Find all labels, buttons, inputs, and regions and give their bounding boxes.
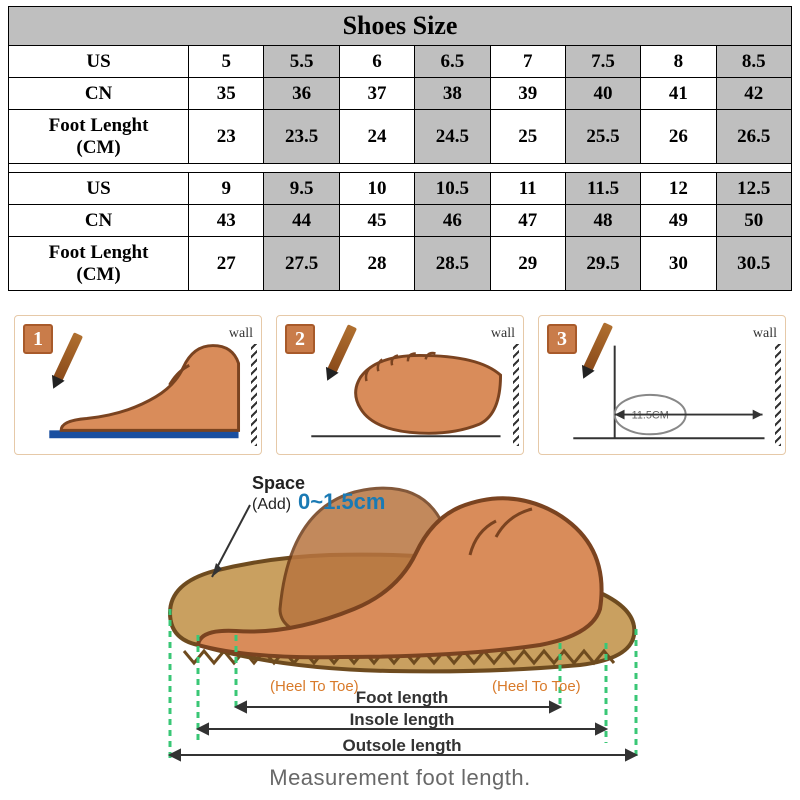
cell: 10.5	[415, 173, 490, 205]
row-label: US	[9, 46, 189, 78]
cell: 8.5	[716, 46, 791, 78]
cell: 7.5	[565, 46, 640, 78]
row-label: CN	[9, 78, 189, 110]
cell: 12	[641, 173, 716, 205]
row-footlen-2: Foot Lenght(CM) 27 27.5 28 28.5 29 29.5 …	[9, 237, 792, 291]
cell: 26.5	[716, 110, 791, 164]
cell: 30.5	[716, 237, 791, 291]
measure-icon: 11.5CM	[539, 316, 785, 454]
cell: 45	[339, 205, 414, 237]
cell: 30	[641, 237, 716, 291]
cell: 44	[264, 205, 339, 237]
row-cn-1: CN 35 36 37 38 39 40 41 42	[9, 78, 792, 110]
cell: 25.5	[565, 110, 640, 164]
row-us-1: US 5 5.5 6 6.5 7 7.5 8 8.5	[9, 46, 792, 78]
cell: 23	[189, 110, 264, 164]
row-label: CN	[9, 205, 189, 237]
foot-length-label: Foot length	[356, 688, 449, 707]
row-us-2: US 9 9.5 10 10.5 11 11.5 12 12.5	[9, 173, 792, 205]
cell: 26	[641, 110, 716, 164]
row-label: Foot Lenght(CM)	[9, 237, 189, 291]
space-value: 0~1.5cm	[298, 489, 385, 514]
cell: 9.5	[264, 173, 339, 205]
foot-side-icon	[15, 316, 261, 454]
cell: 8	[641, 46, 716, 78]
cell: 6	[339, 46, 414, 78]
cell: 24	[339, 110, 414, 164]
row-label: US	[9, 173, 189, 205]
cell: 37	[339, 78, 414, 110]
cell: 29	[490, 237, 565, 291]
cell: 49	[641, 205, 716, 237]
cell: 27	[189, 237, 264, 291]
shoe-size-table: Shoes Size US 5 5.5 6 6.5 7 7.5 8 8.5 CN…	[8, 6, 792, 291]
cell: 48	[565, 205, 640, 237]
row-label: Foot Lenght(CM)	[9, 110, 189, 164]
table-title: Shoes Size	[9, 7, 792, 46]
cell: 46	[415, 205, 490, 237]
cell: 6.5	[415, 46, 490, 78]
cell: 27.5	[264, 237, 339, 291]
add-label: (Add)	[252, 496, 291, 513]
cell: 10	[339, 173, 414, 205]
outsole-length-label: Outsole length	[343, 736, 462, 755]
foot-measurement-diagram: (Heel To Toe) (Heel To Toe) Foot length …	[140, 459, 660, 769]
cell: 7	[490, 46, 565, 78]
row-cn-2: CN 43 44 45 46 47 48 49 50	[9, 205, 792, 237]
cell: 11	[490, 173, 565, 205]
cell: 11.5	[565, 173, 640, 205]
foot-top-icon	[277, 316, 523, 454]
cell: 36	[264, 78, 339, 110]
table-title-row: Shoes Size	[9, 7, 792, 46]
panel-step-2: 2 wall	[276, 315, 524, 455]
cell: 5	[189, 46, 264, 78]
cell: 47	[490, 205, 565, 237]
cell: 50	[716, 205, 791, 237]
cell: 23.5	[264, 110, 339, 164]
cell: 28	[339, 237, 414, 291]
cell: 41	[641, 78, 716, 110]
cell: 9	[189, 173, 264, 205]
cell: 43	[189, 205, 264, 237]
table-divider	[9, 164, 792, 173]
instruction-panels: 1 wall 2 wall 3 wall	[14, 315, 786, 455]
cell: 39	[490, 78, 565, 110]
cell: 28.5	[415, 237, 490, 291]
cell: 12.5	[716, 173, 791, 205]
cell: 40	[565, 78, 640, 110]
row-footlen-1: Foot Lenght(CM) 23 23.5 24 24.5 25 25.5 …	[9, 110, 792, 164]
cell: 5.5	[264, 46, 339, 78]
cell: 25	[490, 110, 565, 164]
heel-to-toe-right-label: (Heel To Toe)	[492, 678, 581, 695]
panel-step-3: 3 wall 11.5CM	[538, 315, 786, 455]
cell: 38	[415, 78, 490, 110]
panel-step-1: 1 wall	[14, 315, 262, 455]
cell: 24.5	[415, 110, 490, 164]
cell: 42	[716, 78, 791, 110]
heel-to-toe-left-label: (Heel To Toe)	[270, 678, 359, 695]
cell: 35	[189, 78, 264, 110]
insole-length-label: Insole length	[350, 710, 455, 729]
cell: 29.5	[565, 237, 640, 291]
